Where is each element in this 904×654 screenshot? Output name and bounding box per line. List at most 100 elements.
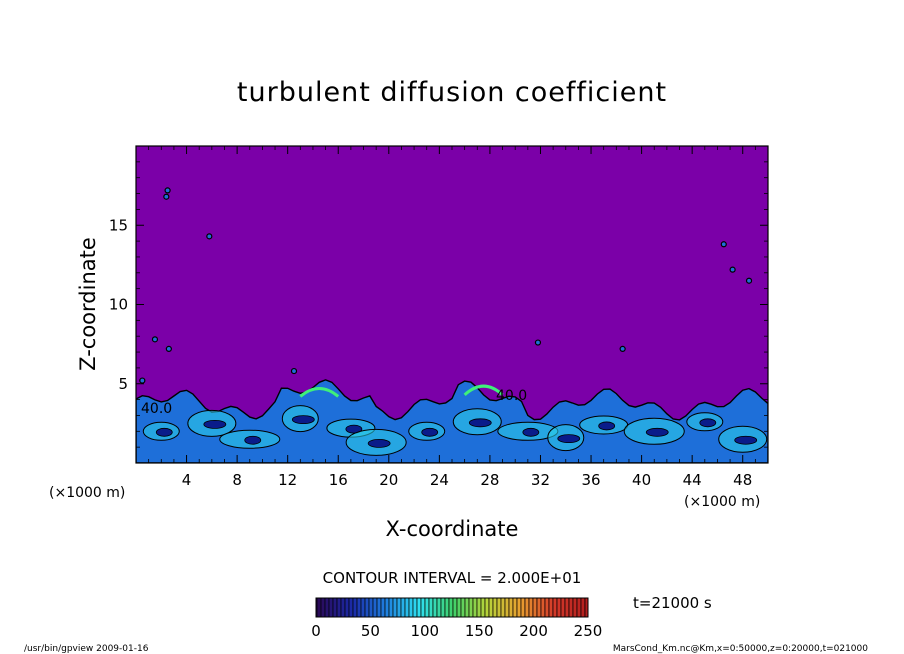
colorbar-cell: [428, 598, 433, 617]
colorbar-stripe: [340, 598, 342, 617]
colorbar-stripe: [464, 598, 466, 617]
x-tick-label: 44: [683, 471, 702, 489]
colorbar-cell: [532, 598, 537, 617]
x-tick-label: 4: [182, 471, 192, 489]
x-unit-right: (×1000 m): [684, 494, 760, 510]
colorbar-cell: [512, 598, 517, 617]
colorbar-stripe: [384, 598, 386, 617]
colorbar-cell: [488, 598, 493, 617]
eddy-core: [345, 424, 363, 434]
contour-speck: [165, 345, 172, 352]
colorbar-cell: [432, 598, 437, 617]
crest: [299, 387, 340, 398]
colorbar-cell: [540, 598, 545, 617]
eddy-core: [421, 427, 439, 437]
colorbar-cell: [344, 598, 349, 617]
colorbar-stripe: [416, 598, 418, 617]
colorbar-cell: [384, 598, 389, 617]
colorbar-stripe: [520, 598, 522, 617]
colorbar-stripe: [480, 598, 482, 617]
colorbar-stripe: [444, 598, 446, 617]
contour-label: 40.0: [141, 401, 172, 417]
colorbar-stripe: [484, 598, 486, 617]
colorbar-cell: [404, 598, 409, 617]
colorbar-cell: [440, 598, 445, 617]
colorbar-stripe: [412, 598, 414, 617]
colorbar-stripe: [380, 598, 382, 617]
colorbar-cell: [460, 598, 465, 617]
colorbar-stripe: [368, 598, 370, 617]
colorbar-cell: [372, 598, 377, 617]
colorbar-cell: [556, 598, 561, 617]
contour-speck: [290, 367, 298, 375]
colorbar-cell: [520, 598, 525, 617]
colorbar-stripe: [528, 598, 530, 617]
colorbar-stripe: [316, 598, 318, 617]
colorbar-stripe: [396, 598, 398, 617]
colorbar-stripe: [364, 598, 366, 617]
eddy-core: [155, 427, 173, 437]
contour-speck: [745, 277, 753, 284]
contour-speck: [729, 266, 736, 273]
colorbar-stripe: [452, 598, 454, 617]
footer-right: MarsCond_Km.nc@Km,x=0:50000,z=0:20000,t=…: [613, 644, 868, 654]
colorbar-cell: [360, 598, 365, 617]
colorbar-tick-label: 0: [311, 622, 321, 640]
colorbar-stripe: [544, 598, 546, 617]
colorbar-stripe: [372, 598, 374, 617]
colorbar-cell: [508, 598, 513, 617]
y-axis: 5 10 15: [109, 161, 768, 448]
colorbar-stripe: [376, 598, 378, 617]
x-axis-label: X-coordinate: [386, 517, 519, 541]
colorbar-cell: [388, 598, 393, 617]
eddy-core: [699, 418, 717, 428]
crest: [463, 384, 504, 396]
x-tick-label: 12: [278, 471, 297, 489]
colorbar-cell: [408, 598, 413, 617]
colorbar-stripe: [580, 598, 582, 617]
colorbar-cell: [376, 598, 381, 617]
eddy-core: [557, 434, 581, 444]
x-tick-label: 8: [232, 471, 242, 489]
x-tick-label: 36: [581, 471, 600, 489]
colorbar-stripe: [356, 598, 358, 617]
colorbar-stripe: [476, 598, 478, 617]
colorbar-stripe: [508, 598, 510, 617]
contour-speck: [164, 187, 171, 194]
x-tick-label: 20: [379, 471, 398, 489]
colorbar-cell: [516, 598, 521, 617]
colorbar-frame: [315, 597, 589, 618]
plot-area: [136, 146, 768, 463]
colorbar-stripe: [568, 598, 570, 617]
colorbar-cell: [368, 598, 373, 617]
colorbar-stripe: [448, 598, 450, 617]
colorbar-cell: [564, 598, 569, 617]
colorbar-cell: [548, 598, 553, 617]
colorbar-stripe: [524, 598, 526, 617]
colorbar-cell: [524, 598, 529, 617]
colorbar-cell: [356, 598, 361, 617]
eddy-core: [522, 427, 540, 437]
colorbar-cell: [504, 598, 509, 617]
colorbar-cell: [580, 598, 585, 617]
colorbar-stripe: [348, 598, 350, 617]
eddy-core: [244, 435, 262, 445]
colorbar-stripe: [424, 598, 426, 617]
y-tick-label: 10: [109, 296, 128, 314]
eddy-core: [598, 421, 616, 431]
colorbar-cell: [480, 598, 485, 617]
contour-speck: [534, 339, 542, 346]
colorbar-stripe: [536, 598, 538, 617]
contour-speck: [151, 336, 159, 343]
layer-band: [136, 379, 768, 463]
x-unit-left: (×1000 m): [49, 485, 125, 501]
colorbar-stripe: [552, 598, 554, 617]
x-tick-label: 48: [733, 471, 752, 489]
y-axis-label: Z-coordinate: [76, 237, 100, 371]
colorbar-tick-label: 250: [574, 622, 603, 640]
colorbar: [316, 598, 589, 617]
colorbar-cell: [400, 598, 405, 617]
x-tick-label: 16: [329, 471, 348, 489]
colorbar-stripe: [336, 598, 338, 617]
colorbar-cell: [380, 598, 385, 617]
